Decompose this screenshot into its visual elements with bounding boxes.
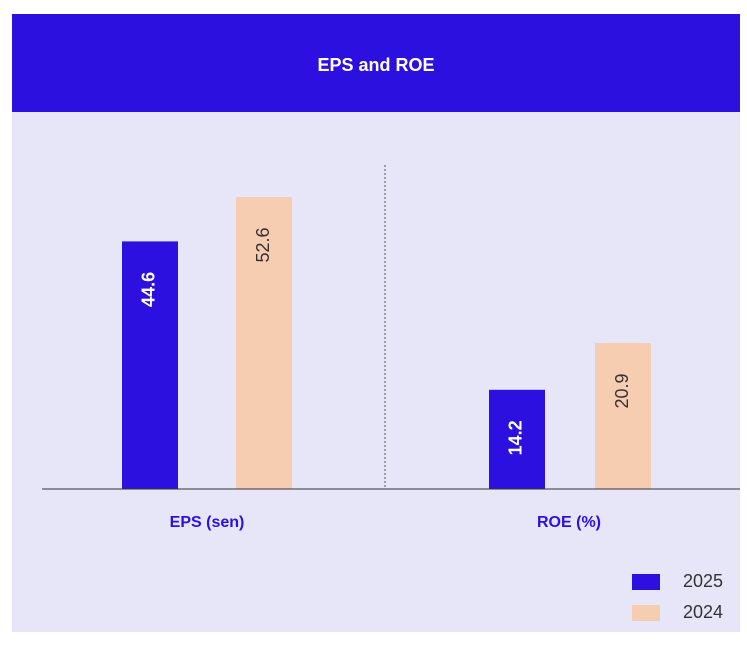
value-label: 52.6 (253, 227, 273, 262)
legend-label: 2024 (683, 602, 723, 622)
bar (236, 197, 292, 489)
bar (489, 389, 545, 489)
legend-swatch (632, 605, 660, 621)
value-label: 14.2 (506, 420, 526, 455)
x-tick-label: ROE (%) (537, 514, 601, 531)
legend-swatch (632, 574, 660, 590)
value-label: 44.6 (139, 272, 159, 307)
x-tick-label: EPS (sen) (170, 514, 245, 531)
bar (595, 343, 651, 489)
bar (122, 241, 178, 489)
header-bar (12, 14, 740, 112)
value-label: 20.9 (612, 373, 632, 408)
chart-title: EPS and ROE (317, 55, 434, 75)
legend-label: 2025 (683, 571, 723, 591)
